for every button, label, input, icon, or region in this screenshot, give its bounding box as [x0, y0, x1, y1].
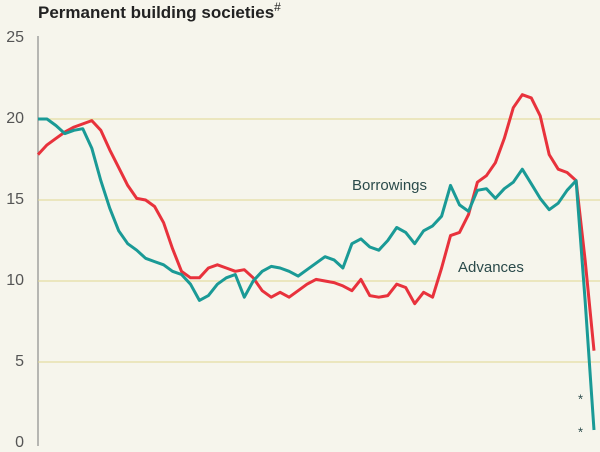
chart-title: Permanent building societies#	[38, 0, 281, 22]
y-tick-label: 0	[15, 434, 24, 451]
title-note: #	[274, 0, 281, 14]
y-tick-label: 10	[6, 272, 24, 289]
series-label: Borrowings	[352, 177, 427, 194]
y-tick-label: 5	[15, 353, 24, 370]
y-tick-label: 20	[6, 110, 24, 127]
series-line	[36, 93, 596, 351]
title-text: Permanent building societies	[38, 3, 274, 22]
series-line	[38, 117, 596, 431]
y-tick-label: 25	[6, 29, 24, 46]
y-tick-label: 15	[6, 191, 24, 208]
annotation: *	[578, 424, 583, 439]
annotation: *	[578, 391, 583, 406]
series-label: Advances	[458, 259, 524, 276]
